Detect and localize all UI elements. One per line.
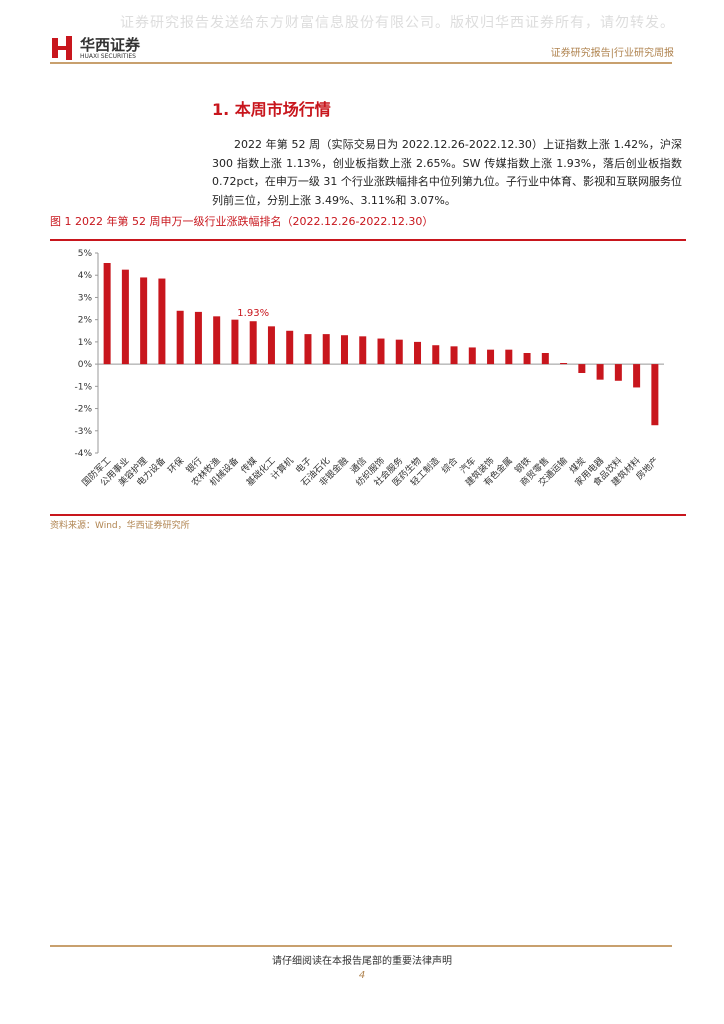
x-tick-label: 综合: [439, 455, 460, 476]
bar: [651, 364, 659, 426]
bar: [213, 316, 221, 365]
bar: [121, 269, 129, 365]
bar: [614, 364, 622, 381]
bar: [158, 278, 166, 365]
bar: [377, 338, 385, 365]
bar: [322, 334, 330, 365]
bar: [505, 349, 513, 365]
bar: [432, 345, 440, 365]
bar: [340, 335, 348, 365]
y-tick-label: -4%: [74, 449, 92, 459]
section-title: 1. 本周市场行情: [212, 100, 331, 119]
x-tick-label: 环保: [165, 455, 186, 476]
y-tick-label: 5%: [78, 249, 93, 259]
bar: [523, 353, 531, 365]
bar: [541, 353, 549, 365]
header-right: 证券研究报告|行业研究周报: [550, 48, 674, 59]
bar: [414, 341, 422, 365]
logo-icon: [52, 36, 72, 60]
bar: [304, 334, 312, 365]
bar: [450, 346, 458, 365]
paragraph: 2022 年第 52 周（实际交易日为 2022.12.26-2022.12.3…: [212, 138, 682, 207]
bar: [468, 347, 476, 365]
logo-text: 华西证券: [80, 36, 141, 54]
footer-rule: [50, 945, 672, 947]
footer-notice: 请仔细阅读在本报告尾部的重要法律声明: [272, 956, 452, 967]
bar: [249, 321, 257, 365]
chart: -4%-3%-2%-1%0%1%2%3%4%5%国防军工公用事业美容护理电力设备…: [74, 249, 664, 489]
bar: [194, 311, 202, 365]
y-tick-label: 1%: [78, 338, 93, 348]
bar: [395, 339, 403, 365]
y-tick-label: 2%: [78, 316, 93, 326]
header-rule: [50, 62, 672, 64]
bar: [578, 364, 586, 373]
bar: [140, 277, 148, 365]
y-tick-label: -1%: [74, 382, 92, 392]
bar: [487, 349, 495, 365]
bar: [560, 363, 568, 365]
y-tick-label: -3%: [74, 427, 92, 437]
y-tick-label: 3%: [78, 293, 93, 303]
source-rule: [50, 514, 686, 516]
bar: [267, 326, 275, 365]
source: 资料来源：Wind，华西证券研究所: [50, 521, 190, 531]
y-tick-label: 4%: [78, 271, 93, 281]
bar: [596, 364, 604, 380]
caption-rule: [50, 239, 686, 241]
page-number: 4: [358, 970, 366, 981]
bar: [103, 263, 111, 365]
y-tick-label: 0%: [78, 360, 93, 370]
watermark: 证券研究报告发送给东方财富信息股份有限公司。版权归华西证券所有，请勿转发。: [120, 15, 675, 31]
bar: [231, 319, 239, 365]
bar: [176, 310, 184, 365]
figure-caption: 图 1 2022 年第 52 周申万一级行业涨跌幅排名（2022.12.26-2…: [50, 215, 434, 228]
bar: [286, 330, 294, 365]
value-label: 1.93%: [237, 308, 269, 319]
logo-en: HUAXI SECURITIES: [80, 53, 136, 60]
bar: [359, 336, 367, 365]
y-tick-label: -2%: [74, 405, 92, 415]
bar: [633, 364, 641, 388]
